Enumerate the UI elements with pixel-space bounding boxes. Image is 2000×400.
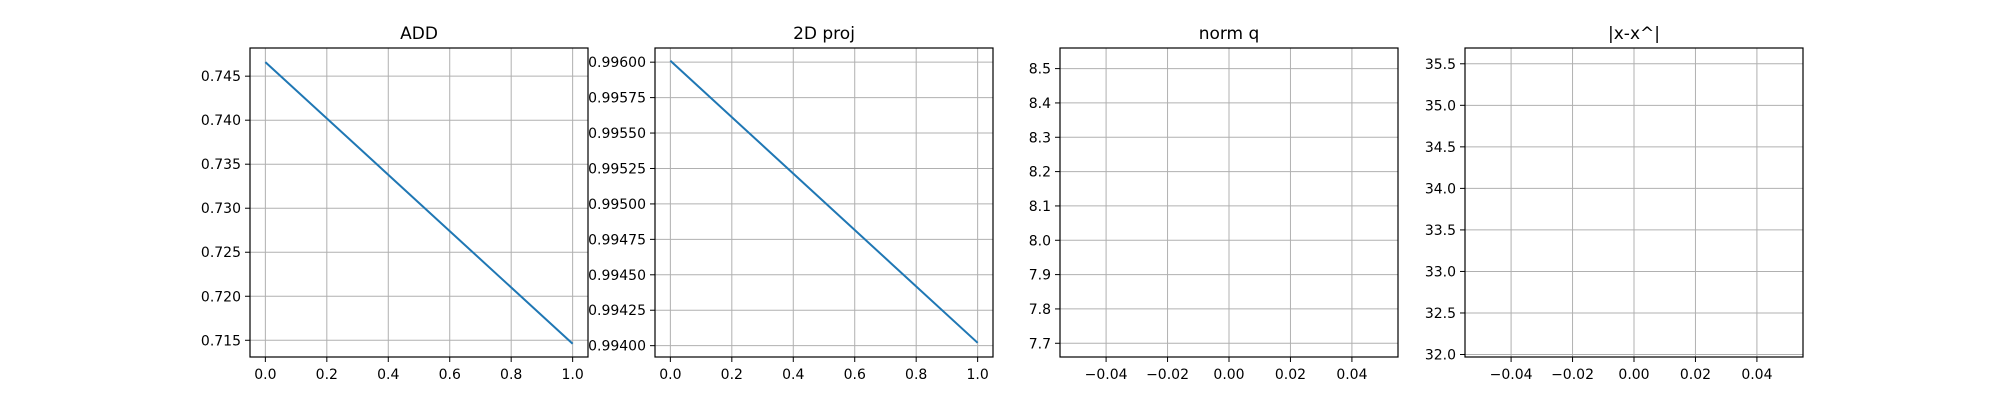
x-tick-label: 0.6 bbox=[439, 367, 461, 383]
y-tick-label: 8.1 bbox=[1029, 199, 1051, 215]
x-tick-label: 0.8 bbox=[500, 367, 522, 383]
y-tick-label: 8.3 bbox=[1029, 130, 1051, 146]
x-tick-label: 0.2 bbox=[721, 367, 743, 383]
y-tick-label: 0.99500 bbox=[588, 197, 646, 213]
x-tick-label: −0.04 bbox=[1085, 367, 1128, 383]
x-tick-label: 0.0 bbox=[254, 367, 276, 383]
y-tick-label: 0.725 bbox=[201, 245, 241, 261]
y-tick-label: 7.7 bbox=[1029, 336, 1051, 352]
subplot-2: 0.0 0.2 0.4 0.6 0.8 1.0 0.99400 0.99425 0.99450 0… bbox=[588, 24, 994, 383]
x-tick-label: −0.02 bbox=[1551, 367, 1594, 383]
y-tick-label: 0.99525 bbox=[588, 161, 646, 177]
y-tick-label: 7.8 bbox=[1029, 302, 1051, 318]
x-tick-label: 0.04 bbox=[1741, 367, 1772, 383]
subplot-4: −0.04 −0.02 0.00 0.02 0.04 32.0 32.5 33.0 33.5 34… bbox=[1425, 24, 1804, 383]
x-tick-label: 0.04 bbox=[1336, 367, 1367, 383]
y-tick-label: 34.5 bbox=[1425, 140, 1456, 156]
y-tick-label: 0.745 bbox=[201, 69, 241, 85]
y-tick-label: 0.730 bbox=[201, 201, 241, 217]
y-tick-label: 0.99400 bbox=[588, 339, 646, 355]
y-tick-label: 33.0 bbox=[1425, 264, 1456, 280]
x-tick-label: 0.02 bbox=[1680, 367, 1711, 383]
y-tick-label: 8.5 bbox=[1029, 62, 1051, 78]
chart-title: |x-x^| bbox=[1608, 24, 1660, 44]
chart-title: ADD bbox=[400, 24, 438, 44]
subplot-3: −0.04 −0.02 0.00 0.02 0.04 7.7 7.8 7.9 8.0 8.1 8.2… bbox=[1029, 24, 1399, 383]
y-tick-label: 0.99475 bbox=[588, 232, 646, 248]
y-tick-label: 8.0 bbox=[1029, 233, 1051, 249]
axes-frame bbox=[654, 47, 994, 358]
y-tick-label: 0.720 bbox=[201, 289, 241, 305]
y-tick-label: 8.4 bbox=[1029, 96, 1051, 112]
y-tick-label: 34.0 bbox=[1425, 181, 1456, 197]
x-tick-label: 0.0 bbox=[659, 367, 681, 383]
x-tick-label: 0.4 bbox=[377, 367, 399, 383]
y-tick-label: 0.735 bbox=[201, 157, 241, 173]
series-line bbox=[669, 60, 979, 344]
y-tick-label: 32.0 bbox=[1425, 348, 1456, 364]
y-tick-label: 35.5 bbox=[1425, 57, 1456, 73]
x-tick-label: 1.0 bbox=[562, 367, 584, 383]
y-tick-label: 33.5 bbox=[1425, 223, 1456, 239]
x-tick-label: 0.8 bbox=[905, 367, 927, 383]
y-tick-label: 35.0 bbox=[1425, 98, 1456, 114]
y-tick-label: 0.99450 bbox=[588, 268, 646, 284]
x-tick-label: 0.00 bbox=[1213, 367, 1244, 383]
y-tick-label: 0.740 bbox=[201, 113, 241, 129]
x-tick-label: 1.0 bbox=[967, 367, 989, 383]
y-tick-label: 8.2 bbox=[1029, 165, 1051, 181]
y-tick-label: 7.9 bbox=[1029, 268, 1051, 284]
y-tick-label: 0.99550 bbox=[588, 126, 646, 142]
x-tick-label: 0.02 bbox=[1275, 367, 1306, 383]
y-tick-label: 32.5 bbox=[1425, 306, 1456, 322]
x-tick-label: −0.04 bbox=[1490, 367, 1533, 383]
chart-title: norm q bbox=[1199, 24, 1260, 44]
axes-frame bbox=[249, 47, 589, 358]
x-tick-label: 0.00 bbox=[1618, 367, 1649, 383]
series-line bbox=[264, 61, 574, 345]
y-tick-label: 0.99600 bbox=[588, 55, 646, 71]
subplot-1: 0.0 0.2 0.4 0.6 0.8 1.0 0.715 0.720 0.725 0.730 0.… bbox=[201, 24, 589, 383]
y-tick-label: 0.99425 bbox=[588, 303, 646, 319]
x-tick-label: 0.4 bbox=[782, 367, 804, 383]
y-tick-label: 0.715 bbox=[201, 333, 241, 349]
x-tick-label: 0.2 bbox=[316, 367, 338, 383]
chart-title: 2D proj bbox=[793, 24, 855, 44]
x-tick-label: 0.6 bbox=[844, 367, 866, 383]
y-tick-label: 0.99575 bbox=[588, 91, 646, 107]
x-tick-label: −0.02 bbox=[1146, 367, 1189, 383]
